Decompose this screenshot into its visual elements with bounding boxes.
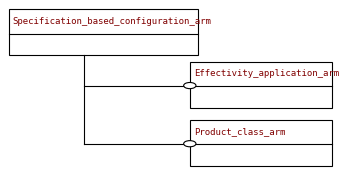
Circle shape (184, 141, 196, 147)
Circle shape (184, 82, 196, 89)
Text: Product_class_arm: Product_class_arm (194, 127, 285, 136)
Bar (9, 9, 198, 55)
Bar (190, 62, 332, 108)
Bar (190, 120, 332, 166)
Text: Specification_based_configuration_arm: Specification_based_configuration_arm (13, 17, 212, 26)
Text: Effectivity_application_arm: Effectivity_application_arm (194, 69, 339, 78)
